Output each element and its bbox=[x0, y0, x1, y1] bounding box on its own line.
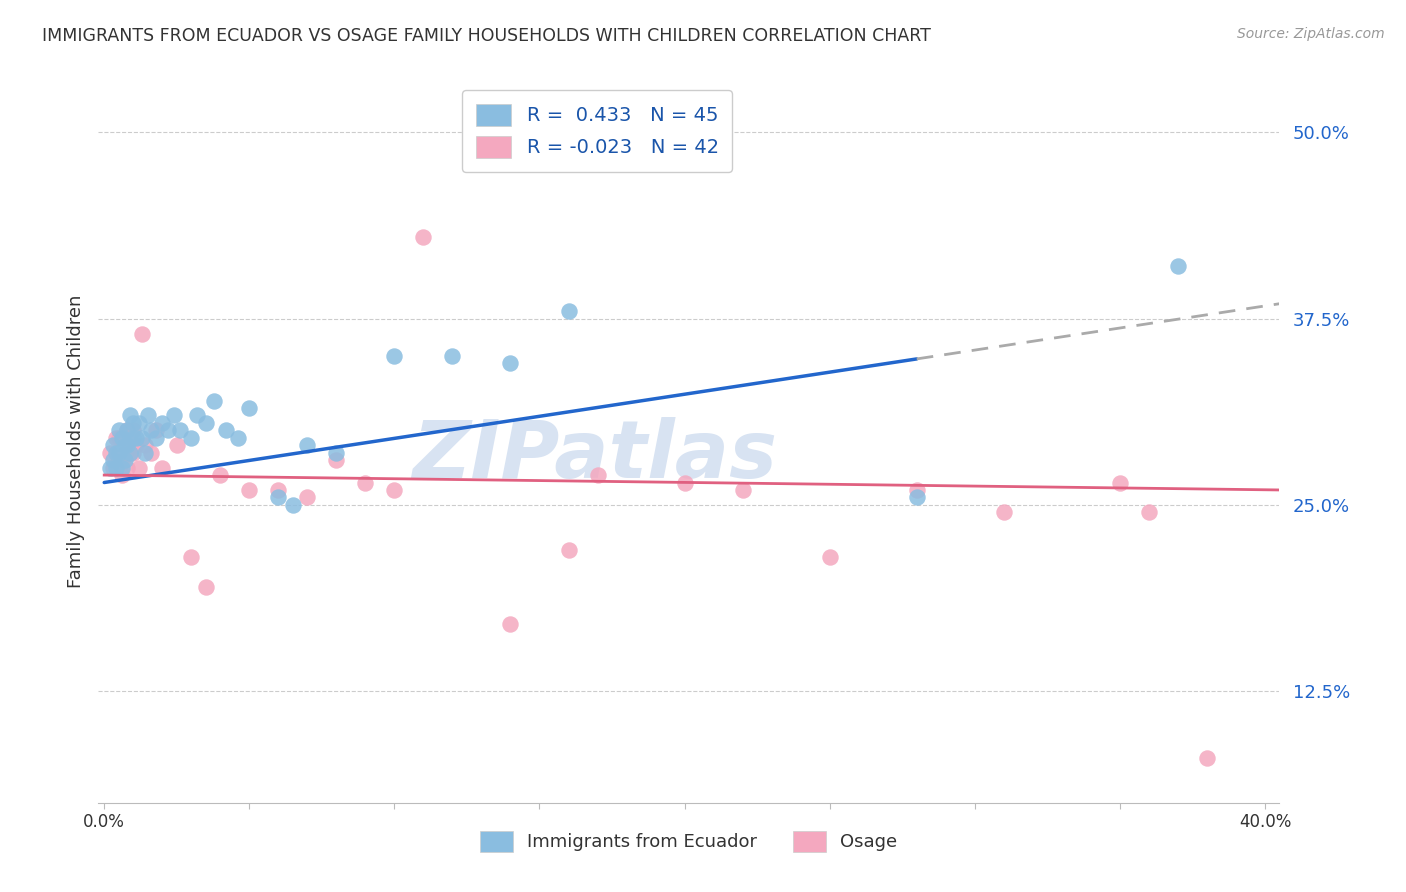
Point bbox=[325, 446, 347, 460]
Point bbox=[114, 453, 136, 467]
Point bbox=[111, 460, 134, 475]
Point bbox=[499, 356, 522, 370]
Point bbox=[136, 409, 159, 423]
Point bbox=[139, 446, 162, 460]
Point bbox=[104, 460, 127, 475]
Point bbox=[267, 491, 290, 505]
Point bbox=[104, 431, 127, 445]
Point bbox=[238, 401, 260, 415]
Point bbox=[107, 453, 129, 467]
Point bbox=[384, 349, 406, 363]
Point bbox=[122, 431, 145, 445]
Point bbox=[117, 423, 139, 437]
Point bbox=[673, 475, 696, 490]
Point bbox=[131, 431, 153, 445]
Text: Source: ZipAtlas.com: Source: ZipAtlas.com bbox=[1237, 27, 1385, 41]
Point bbox=[215, 423, 238, 437]
Point bbox=[145, 431, 167, 445]
Point bbox=[163, 409, 186, 423]
Point bbox=[180, 549, 202, 564]
Point bbox=[325, 453, 347, 467]
Point bbox=[111, 431, 134, 445]
Point bbox=[905, 491, 928, 505]
Point bbox=[114, 438, 136, 452]
Point bbox=[557, 304, 579, 318]
Point bbox=[101, 460, 124, 475]
Point bbox=[150, 460, 173, 475]
Point bbox=[120, 409, 142, 423]
Point bbox=[157, 423, 180, 437]
Point bbox=[134, 446, 156, 460]
Point bbox=[204, 393, 226, 408]
Text: IMMIGRANTS FROM ECUADOR VS OSAGE FAMILY HOUSEHOLDS WITH CHILDREN CORRELATION CHA: IMMIGRANTS FROM ECUADOR VS OSAGE FAMILY … bbox=[42, 27, 931, 45]
Point bbox=[128, 460, 150, 475]
Point bbox=[117, 460, 139, 475]
Point bbox=[134, 438, 156, 452]
Point bbox=[281, 498, 304, 512]
Point bbox=[905, 483, 928, 497]
Point bbox=[354, 475, 377, 490]
Point bbox=[145, 423, 167, 437]
Point bbox=[101, 438, 124, 452]
Point bbox=[131, 326, 153, 341]
Point bbox=[122, 446, 145, 460]
Point bbox=[166, 438, 188, 452]
Point bbox=[125, 431, 148, 445]
Point bbox=[111, 468, 134, 483]
Point bbox=[1167, 260, 1189, 274]
Point bbox=[169, 423, 191, 437]
Point bbox=[107, 446, 129, 460]
Point bbox=[238, 483, 260, 497]
Point bbox=[412, 229, 434, 244]
Point bbox=[1137, 505, 1160, 519]
Point bbox=[104, 446, 127, 460]
Legend: Immigrants from Ecuador, Osage: Immigrants from Ecuador, Osage bbox=[474, 823, 904, 859]
Point bbox=[993, 505, 1015, 519]
Point bbox=[731, 483, 754, 497]
Point bbox=[107, 431, 129, 445]
Point bbox=[98, 460, 121, 475]
Point bbox=[209, 468, 232, 483]
Point bbox=[441, 349, 464, 363]
Point bbox=[586, 468, 609, 483]
Point bbox=[114, 446, 136, 460]
Point bbox=[107, 423, 129, 437]
Point bbox=[297, 438, 319, 452]
Point bbox=[125, 438, 148, 452]
Point bbox=[226, 431, 249, 445]
Point bbox=[180, 431, 202, 445]
Point bbox=[128, 416, 150, 430]
Point bbox=[122, 416, 145, 430]
Point bbox=[186, 409, 208, 423]
Text: ZIPatlas: ZIPatlas bbox=[412, 417, 778, 495]
Point bbox=[194, 580, 217, 594]
Point bbox=[384, 483, 406, 497]
Point bbox=[150, 416, 173, 430]
Point bbox=[557, 542, 579, 557]
Point bbox=[122, 423, 145, 437]
Point bbox=[120, 446, 142, 460]
Point bbox=[117, 438, 139, 452]
Point bbox=[120, 446, 142, 460]
Point bbox=[1108, 475, 1130, 490]
Point bbox=[98, 446, 121, 460]
Point bbox=[818, 549, 841, 564]
Point bbox=[194, 416, 217, 430]
Point bbox=[139, 423, 162, 437]
Point bbox=[1195, 751, 1218, 765]
Point bbox=[267, 483, 290, 497]
Point bbox=[114, 431, 136, 445]
Y-axis label: Family Households with Children: Family Households with Children bbox=[66, 295, 84, 588]
Point bbox=[297, 491, 319, 505]
Point bbox=[117, 423, 139, 437]
Point bbox=[101, 453, 124, 467]
Point bbox=[499, 617, 522, 632]
